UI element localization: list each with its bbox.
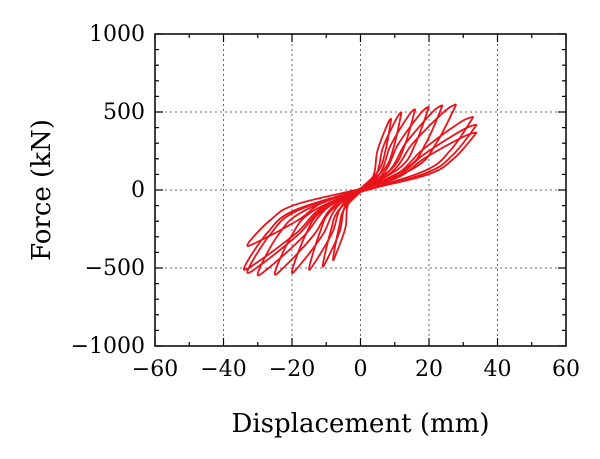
x-axis-label: Displacement (mm): [231, 409, 489, 439]
hysteresis-loop-5: [273, 104, 444, 276]
x-tick-labels: −60 −40 −20 0 20 40 60: [132, 357, 580, 382]
y-tick-label: 500: [103, 100, 145, 125]
hysteresis-curves: [242, 103, 478, 277]
hysteresis-loop-8: [242, 123, 478, 271]
hysteresis-loop-6: [256, 103, 458, 277]
hysteresis-loop-7: [246, 115, 475, 274]
x-tick-label: −60: [132, 357, 178, 382]
y-tick-label: −500: [85, 256, 145, 281]
y-tick-label: 1000: [89, 22, 145, 47]
y-tick-label: 0: [131, 178, 145, 203]
axis-ticks: [154, 33, 567, 347]
x-tick-label: −40: [200, 357, 246, 382]
hysteresis-loop-9: [246, 131, 478, 247]
hysteresis-loop-2: [321, 111, 403, 268]
y-tick-labels: −1000 −500 0 500 1000: [71, 22, 145, 359]
x-tick-label: 60: [552, 357, 580, 382]
y-axis-label: Force (kN): [27, 119, 57, 261]
x-tick-label: −20: [269, 357, 315, 382]
y-tick-label: −1000: [71, 334, 145, 359]
x-tick-label: 20: [415, 357, 443, 382]
hysteresis-loop-4: [290, 105, 430, 274]
x-tick-label: 40: [484, 357, 512, 382]
x-tick-label: 0: [354, 357, 368, 382]
